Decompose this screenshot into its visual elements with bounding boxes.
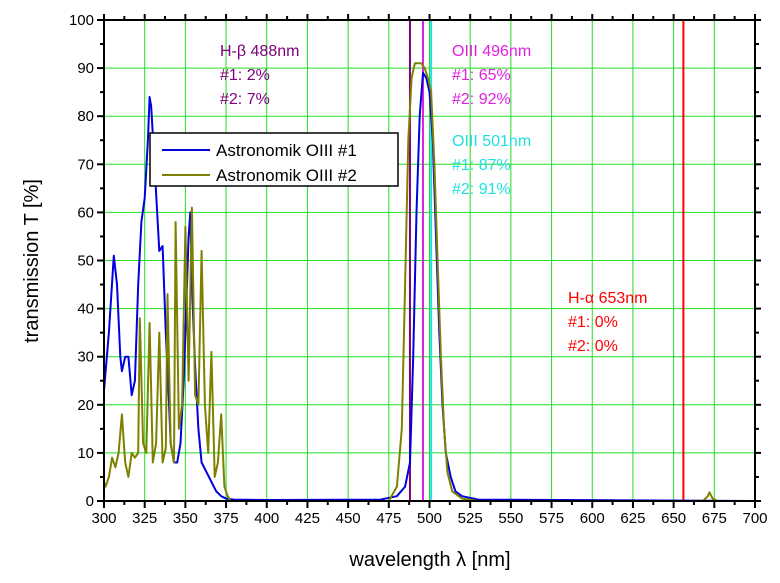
x-tick-label: 550 <box>498 510 523 527</box>
x-tick-label: 675 <box>702 510 727 527</box>
x-tick-label: 575 <box>539 510 564 527</box>
y-tick-label: 90 <box>77 60 94 77</box>
annotation-text: #1: 65% <box>452 67 511 84</box>
axes: 300 325 350 375 400 425 450 475 500 525 550 575 600 6… <box>69 12 768 527</box>
y-tick-label: 60 <box>77 204 94 221</box>
x-tick-label: 450 <box>336 510 361 527</box>
series-line-1 <box>103 71 756 502</box>
legend-box <box>149 132 399 187</box>
y-tick-label: 100 <box>69 12 94 29</box>
x-tick-label: 350 <box>173 510 198 527</box>
annotation-text: #2: 7% <box>220 91 270 108</box>
annotation-text: H-β 488nm <box>220 43 299 60</box>
annotations: H-β 488nm #1: 2% #2: 7% OIII 496nm #1: 65% #2… <box>220 43 648 355</box>
x-tick-label: 700 <box>742 510 767 527</box>
annotation-text: #2: 92% <box>452 91 511 108</box>
y-tick-label: 30 <box>77 349 94 366</box>
x-tick-label: 600 <box>580 510 605 527</box>
annotation-text: #2: 0% <box>568 338 618 355</box>
y-tick-label: 80 <box>77 108 94 125</box>
x-tick-label: 300 <box>91 510 116 527</box>
x-tick-label: 475 <box>376 510 401 527</box>
annotation-text: H-α 653nm <box>568 290 648 307</box>
series-line-2 <box>103 62 755 502</box>
annotation-text: #1: 0% <box>568 314 618 331</box>
annotation-text: OIII 501nm <box>452 133 531 150</box>
x-tick-label: 525 <box>458 510 483 527</box>
x-tick-label: 650 <box>661 510 686 527</box>
annotation-text: #1: 87% <box>452 157 511 174</box>
annotation-text: OIII 496nm <box>452 43 531 60</box>
y-tick-label: 0 <box>86 493 94 510</box>
x-tick-label: 425 <box>295 510 320 527</box>
x-axis-label: wavelength λ [nm] <box>348 549 510 571</box>
y-tick-label: 70 <box>77 156 94 173</box>
x-tick-label: 500 <box>417 510 442 527</box>
y-tick-label: 10 <box>77 445 94 462</box>
x-tick-label: 325 <box>132 510 157 527</box>
y-tick-label: 50 <box>77 253 94 270</box>
x-tick-label: 400 <box>254 510 279 527</box>
x-tick-label: 375 <box>214 510 239 527</box>
annotation-text: #2: 91% <box>452 181 511 198</box>
series-lines <box>103 62 756 502</box>
y-axis-label: transmission T [%] <box>21 179 43 343</box>
grid <box>104 20 755 501</box>
legend-label: Astronomik OIII #2 <box>216 166 357 185</box>
legend-label: Astronomik OIII #1 <box>216 141 357 160</box>
annotation-text: #1: 2% <box>220 67 270 84</box>
y-tick-label: 20 <box>77 397 94 414</box>
legend: Astronomik OIII #1 Astronomik OIII #2 <box>149 132 399 187</box>
y-tick-label: 40 <box>77 301 94 318</box>
x-tick-label: 625 <box>620 510 645 527</box>
